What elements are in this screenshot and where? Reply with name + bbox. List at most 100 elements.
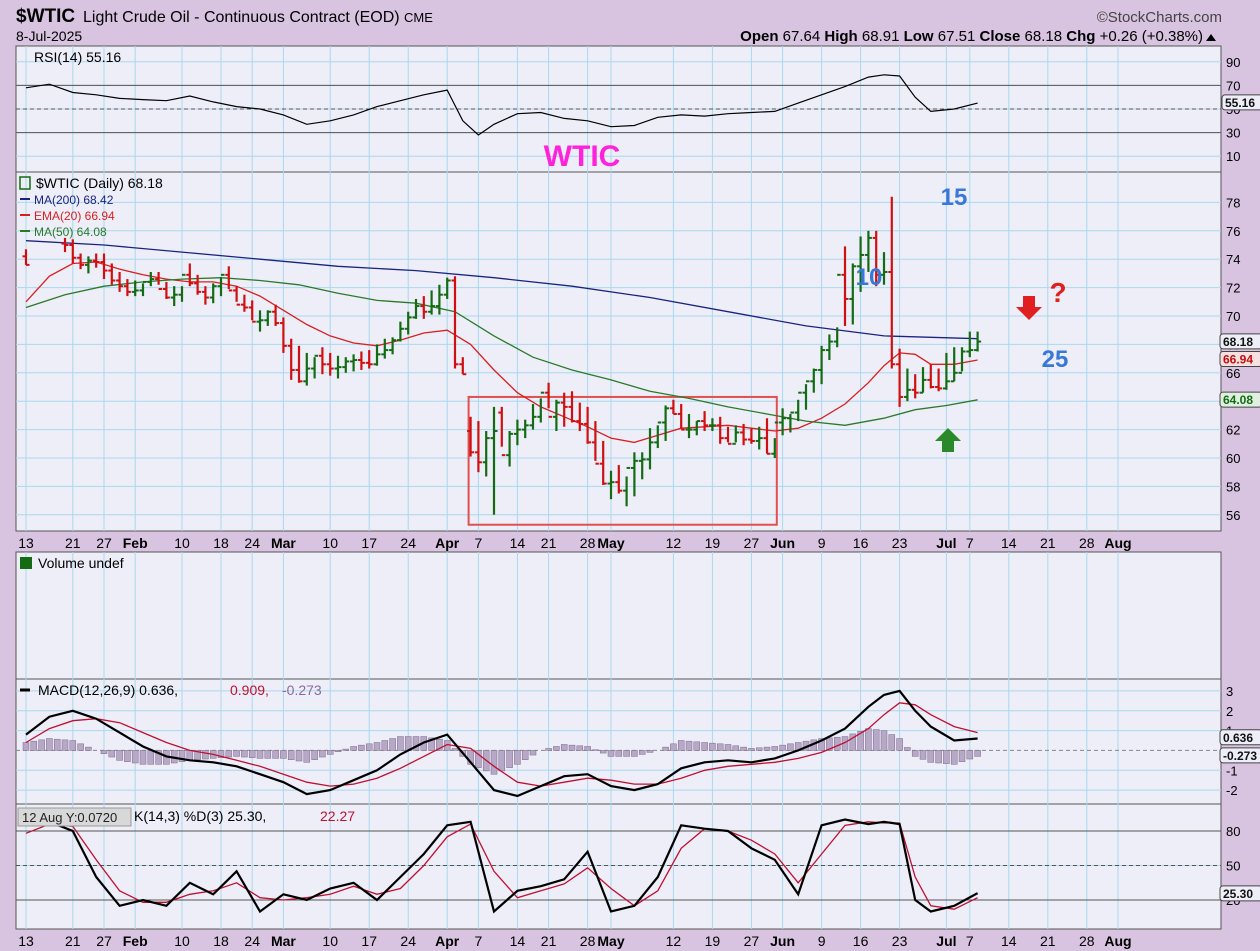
macd-histogram-bar <box>373 742 381 751</box>
macd-histogram-bar <box>771 746 779 751</box>
macd-histogram-bar <box>553 746 560 751</box>
macd-histogram-bar <box>264 750 272 759</box>
macd-histogram-bar <box>428 737 435 751</box>
macd-legend-main: MACD(12,26,9) 0.636, <box>38 682 178 698</box>
macd-histogram-bar <box>241 750 248 758</box>
date-tick-label: Aug <box>1104 933 1131 949</box>
macd-histogram-bar <box>147 750 155 765</box>
open-value: 67.64 <box>782 28 821 45</box>
macd-value-tag: 0.636 <box>1223 731 1253 745</box>
date-tick-label: 24 <box>400 535 416 551</box>
macd-histogram-bar <box>584 746 591 751</box>
macd-histogram-bar <box>350 746 357 751</box>
stochastic-legend-d: 22.27 <box>320 808 355 824</box>
macd-histogram-bar <box>709 742 716 751</box>
macd-histogram-bar <box>755 747 763 751</box>
date-tick-label: May <box>597 933 624 949</box>
macd-value-tag-box <box>1219 747 1260 764</box>
macd-histogram-bar <box>568 744 576 751</box>
macd-histogram-bar <box>233 750 240 757</box>
up-arrow-icon <box>935 428 961 452</box>
macd-histogram-bar <box>935 750 942 764</box>
y-tick-label: 2 <box>1226 704 1233 719</box>
y-tick-label: 3 <box>1226 684 1233 699</box>
date-tick-label: 21 <box>1040 535 1056 551</box>
macd-histogram-bar <box>397 736 404 751</box>
y-tick-label: 10 <box>1226 149 1240 164</box>
macd-histogram-bar <box>295 750 303 762</box>
macd-histogram-bar <box>342 748 350 751</box>
macd-histogram-bar <box>61 739 69 751</box>
rsi-legend: RSI(14) 55.16 <box>34 49 121 65</box>
stochastic-value-tag: 25.30 <box>1223 887 1253 901</box>
date-tick-label: 21 <box>1040 933 1056 949</box>
instrument-name: Light Crude Oil - Continuous Contract (E… <box>83 9 433 27</box>
date-tick-label: 28 <box>580 535 596 551</box>
date-tick-label: 27 <box>744 535 760 551</box>
date-tick-label: 12 <box>666 933 682 949</box>
symbol-title: $WTIC <box>16 6 76 27</box>
date-tick-label: Mar <box>271 933 296 949</box>
y-tick-label: 80 <box>1226 824 1240 839</box>
macd-histogram-bar <box>139 750 147 765</box>
macd-histogram-bar <box>475 750 482 768</box>
date-tick-label: Jun <box>770 535 795 551</box>
macd-histogram-bar <box>287 750 295 760</box>
macd-histogram-bar <box>592 749 599 751</box>
panel-sto <box>15 803 1222 930</box>
macd-histogram-bar <box>872 729 880 751</box>
macd-histogram-bar <box>272 750 279 759</box>
y-tick-label: 70 <box>1226 78 1240 93</box>
macd-histogram-bar <box>748 748 755 751</box>
y-tick-label: 78 <box>1226 195 1240 210</box>
macd-histogram-bar <box>358 744 365 751</box>
macd-histogram-bar <box>740 746 747 751</box>
close-label: Close <box>979 28 1021 45</box>
macd-histogram-bar <box>108 750 116 758</box>
date-tick-label: Jul <box>936 933 956 949</box>
consolidation-box <box>467 395 778 526</box>
macd-histogram-bar <box>498 750 506 772</box>
low-value: 67.51 <box>937 28 976 45</box>
y-tick-label: 72 <box>1226 281 1240 296</box>
date-tick-label: 12 <box>666 535 682 551</box>
macd-histogram-bar <box>545 748 552 751</box>
y-tick-label: 74 <box>1226 252 1240 267</box>
price-value-tag: 66.94 <box>1223 352 1253 366</box>
date-tick-label: Apr <box>435 933 460 949</box>
date-tick-label: 10 <box>174 933 190 949</box>
price-value-tag-box <box>1219 333 1260 350</box>
macd-histogram-bar <box>53 738 61 751</box>
macd-histogram-bar <box>116 750 123 761</box>
date-tick-label: 21 <box>541 933 557 949</box>
macd-histogram-bar <box>693 741 701 751</box>
macd-histogram-bar <box>412 736 420 751</box>
macd-histogram-bar <box>506 750 513 768</box>
date-tick-label: 14 <box>1001 933 1017 949</box>
date-tick-label: 21 <box>65 933 81 949</box>
chart-date: 8-Jul-2025 <box>16 28 83 44</box>
high-label: High <box>824 28 858 45</box>
macd-histogram-bar <box>131 750 139 764</box>
macd-histogram-bar <box>202 750 209 760</box>
date-tick-label: May <box>597 535 624 551</box>
open-label: Open <box>740 28 779 45</box>
macd-histogram-bar <box>646 750 654 753</box>
stochastic-legend-main: K(14,3) %D(3) 25.30, <box>134 808 266 824</box>
date-tick-label: 23 <box>892 535 908 551</box>
macd-histogram-bar <box>256 750 264 759</box>
date-tick-label: Jul <box>936 535 956 551</box>
question-mark-annotation: ? <box>1049 277 1066 308</box>
macd-histogram-bar <box>787 743 794 751</box>
price-legend-ma50: MA(50) 64.08 <box>34 225 107 239</box>
date-tick-label: 16 <box>853 535 869 551</box>
y-tick-label: 58 <box>1226 479 1240 494</box>
macd-histogram-bar <box>849 733 857 751</box>
macd-value-tag-box <box>1219 729 1260 746</box>
macd-histogram-bar <box>334 750 342 752</box>
date-tick-label: 28 <box>1079 535 1095 551</box>
macd-histogram-bar <box>85 746 92 751</box>
panel-macd <box>15 678 1222 805</box>
macd-line <box>25 689 978 798</box>
chg-label: Chg <box>1066 28 1096 45</box>
